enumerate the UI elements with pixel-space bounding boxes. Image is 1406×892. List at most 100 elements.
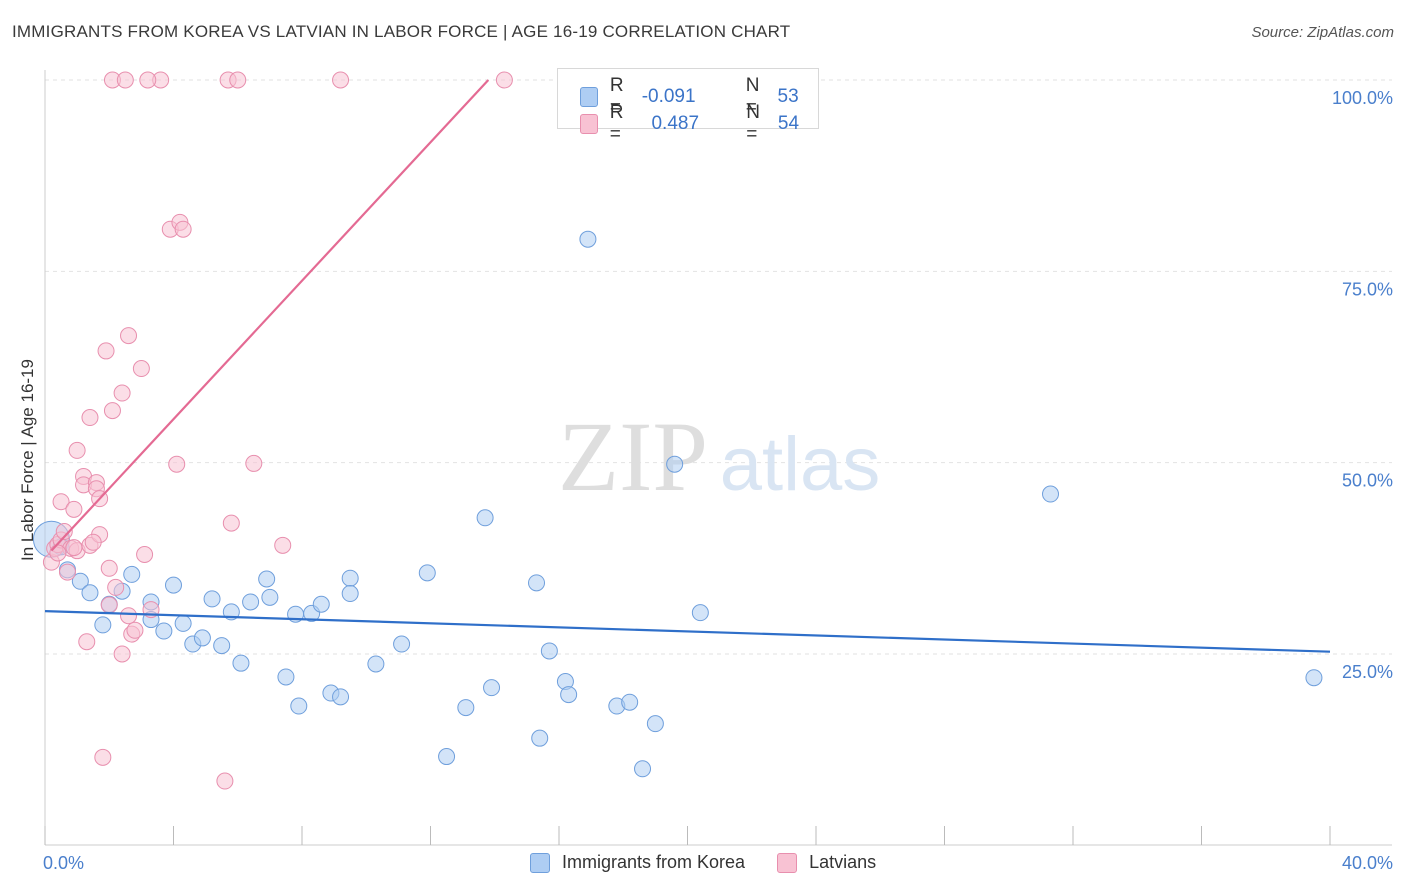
point-korea-30 — [341, 585, 359, 603]
point-korea-19 — [242, 593, 260, 611]
point-latvians-41 — [174, 220, 192, 238]
legend-swatch-korea — [580, 87, 598, 107]
point-latvians-21 — [97, 342, 115, 360]
point-latvians-24 — [103, 402, 121, 420]
n-value-latvians: 54 — [777, 113, 800, 134]
point-korea-42 — [560, 686, 578, 704]
point-latvians-47 — [245, 454, 263, 472]
point-korea-46 — [634, 760, 652, 778]
legend-item-korea[interactable]: Immigrants from Korea — [530, 852, 745, 873]
trend-line-latvians — [50, 79, 490, 552]
point-korea-37 — [483, 679, 501, 697]
source-label: Source: ZipAtlas.com — [1251, 24, 1394, 41]
point-korea-34 — [438, 748, 456, 766]
point-latvians-9 — [68, 441, 86, 459]
point-korea-29 — [341, 569, 359, 587]
point-latvians-31 — [126, 621, 144, 639]
point-latvians-22 — [100, 596, 118, 614]
point-latvians-28 — [120, 327, 138, 345]
point-latvians-4 — [52, 493, 70, 511]
point-korea-11 — [165, 576, 182, 594]
legend-item-latvians[interactable]: Latvians — [777, 852, 876, 873]
point-latvians-23 — [100, 559, 118, 577]
point-latvians-49 — [332, 71, 350, 89]
point-korea-18 — [232, 654, 250, 672]
point-korea-38 — [528, 574, 546, 592]
point-korea-49 — [691, 604, 709, 622]
legend-swatch-latvians — [777, 852, 798, 873]
point-latvians-27 — [113, 645, 131, 663]
point-latvians-29 — [120, 607, 138, 625]
point-latvians-48 — [274, 536, 292, 554]
legend-swatch-latvians — [580, 114, 598, 134]
point-korea-39 — [531, 729, 549, 747]
point-korea-48 — [666, 455, 684, 473]
grid-layer — [45, 79, 1392, 655]
point-latvians-44 — [222, 514, 240, 532]
y-tick-label-1: 75.0% — [1342, 279, 1393, 299]
legend-row-korea: R = -0.091 N = 53 — [580, 75, 848, 119]
correlation-legend: R = -0.091 N = 53 R = 0.487 N = 54 — [557, 68, 819, 145]
legend-row-latvians: R = 0.487 N = 54 — [580, 102, 848, 146]
trend-line-korea — [44, 610, 1331, 653]
point-latvians-33 — [136, 546, 154, 564]
legend-label-latvians: Latvians — [809, 852, 877, 872]
point-latvians-53 — [84, 533, 102, 551]
point-korea-2 — [71, 572, 89, 590]
axis-layer — [44, 70, 1392, 846]
point-latvians-52 — [65, 539, 83, 557]
point-latvians-43 — [216, 772, 234, 790]
point-korea-51 — [1305, 669, 1323, 687]
point-latvians-32 — [132, 360, 150, 378]
point-korea-47 — [646, 715, 664, 733]
point-korea-10 — [155, 622, 173, 640]
point-korea-32 — [393, 635, 411, 653]
point-korea-4 — [94, 616, 112, 634]
point-latvians-46 — [229, 71, 247, 89]
r-label: R = — [609, 75, 624, 118]
point-korea-45 — [621, 693, 639, 711]
point-latvians-38 — [139, 71, 157, 89]
x-tick-label-0: 0.0% — [43, 853, 84, 873]
point-latvians-6 — [58, 563, 76, 581]
trend-layer — [44, 79, 1331, 653]
n-value-korea: 53 — [777, 86, 799, 107]
point-latvians-26 — [113, 384, 131, 402]
legend-swatch-korea — [530, 852, 550, 873]
r-value-korea: -0.091 — [641, 86, 696, 107]
point-korea-24 — [290, 697, 308, 715]
n-label: N = — [745, 75, 760, 118]
n-label: N = — [746, 102, 760, 145]
chart-title: IMMIGRANTS FROM KOREA VS LATVIAN IN LABO… — [12, 22, 791, 41]
point-korea-33 — [418, 564, 436, 582]
point-korea-36 — [476, 509, 494, 527]
point-korea-20 — [258, 570, 276, 588]
point-korea-12 — [174, 614, 192, 632]
y-axis-label: In Labor Force | Age 16-19 — [18, 359, 37, 561]
watermark-zip: ZIP — [558, 401, 708, 512]
point-korea-50 — [1042, 485, 1060, 503]
point-latvians-42 — [168, 455, 186, 473]
point-korea-43 — [579, 230, 597, 248]
point-korea-31 — [367, 655, 385, 673]
point-korea-40 — [540, 642, 558, 660]
r-value-latvians: 0.487 — [651, 113, 700, 134]
x-tick-label-1: 40.0% — [1342, 853, 1393, 873]
point-latvians-51 — [49, 544, 67, 562]
y-tick-label-0: 100.0% — [1332, 88, 1393, 108]
point-korea-14 — [193, 629, 211, 647]
point-korea-3 — [81, 584, 99, 602]
point-latvians-8 — [65, 500, 83, 518]
point-korea-26 — [312, 595, 330, 613]
series-legend: Immigrants from Korea Latvians — [530, 852, 908, 873]
point-korea-16 — [213, 637, 231, 655]
watermark: ZIP atlas — [558, 401, 880, 512]
point-latvians-5 — [55, 523, 73, 541]
point-korea-15 — [203, 590, 221, 608]
point-korea-22 — [277, 668, 295, 686]
point-latvians-20 — [94, 748, 112, 766]
point-latvians-15 — [81, 409, 99, 427]
point-latvians-13 — [78, 633, 96, 651]
points-layer — [32, 71, 1323, 790]
